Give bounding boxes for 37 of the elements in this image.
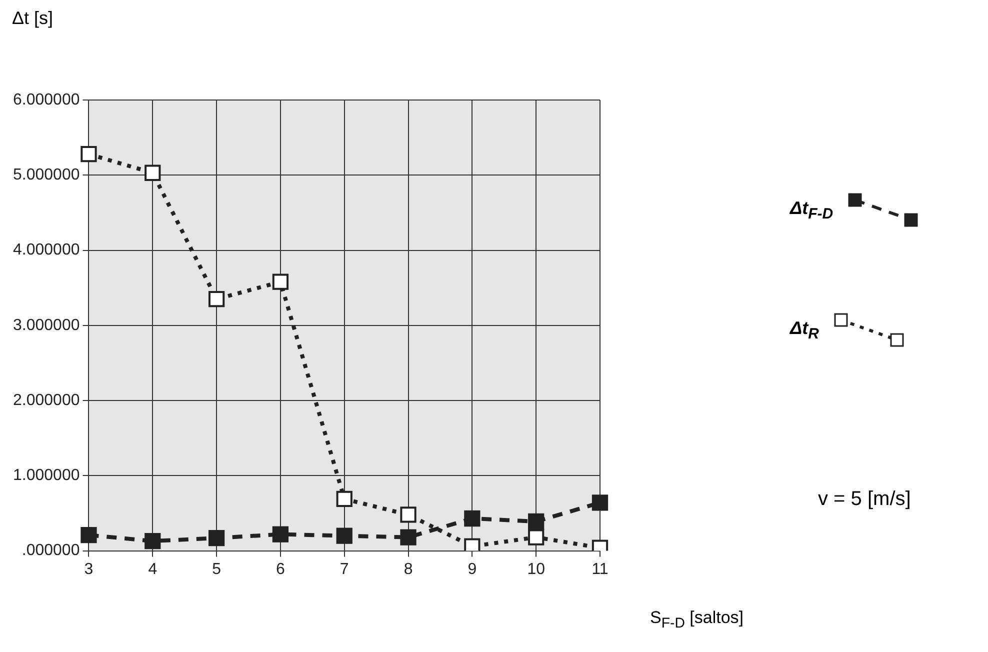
point [272,526,289,542]
legend-label: Δt$_{R}$ [790,318,819,342]
point [80,146,97,162]
point [528,513,544,530]
y-tick-label: .000000 [22,542,80,560]
x-tick-label: 3 [84,560,94,578]
y-tick-label: 6.000000 [13,91,80,108]
point [400,529,416,546]
x-tick-label: 5 [212,560,222,578]
x-tick-label: 11 [592,560,608,578]
point [208,530,225,546]
x-tick-label: 8 [404,560,413,578]
point [464,510,480,527]
y-tick-label: 5.000000 [13,166,80,184]
point [528,529,544,546]
x-tick-label: 6 [276,560,286,578]
point [336,490,352,508]
point [144,532,161,550]
x-tick-label: 4 [148,560,158,578]
point [208,291,225,308]
legend-label: Δt$_{F-D}$ [790,198,834,222]
x-axis-title: S$_{F-D}$ [saltos] [650,608,744,632]
text: v = 5 [m/s] [818,488,911,511]
x-tick-label: 7 [340,560,349,578]
y-tick-label: 1.000000 [13,467,80,484]
y-axis-title: Δt [s] [12,8,54,29]
y-tick-label: 4.000000 [13,242,80,259]
point [592,494,608,511]
point [336,528,352,544]
point [400,506,416,523]
x-tick-label: 9 [468,560,477,578]
point [272,274,289,290]
point [144,164,161,181]
x-tick-label: 10 [527,560,546,578]
point [80,526,97,544]
y-tick-label: 3.000000 [13,316,80,334]
y-tick-label: 2.000000 [13,392,80,409]
